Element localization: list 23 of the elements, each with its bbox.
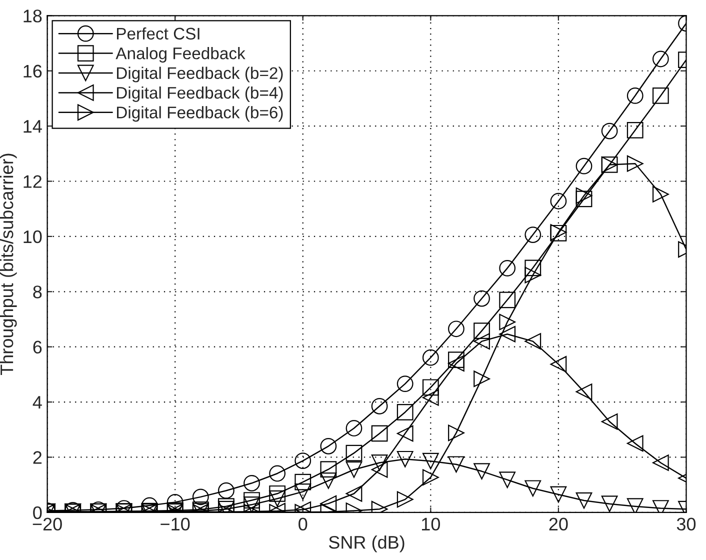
legend-label: Analog Feedback [116, 47, 246, 63]
x-tick-label: 30 [676, 518, 696, 531]
y-tick-label: 6 [33, 340, 42, 354]
y-tick-label: 16 [24, 64, 42, 78]
x-tick-label: 0 [298, 518, 308, 531]
legend-label: Digital Feedback (b=6) [117, 106, 283, 122]
y-tick-label: 14 [24, 120, 42, 133]
y-tick-label: 0 [33, 506, 42, 520]
y-tick-label: 8 [33, 286, 42, 298]
x-axis-title: SNR (dB) [328, 535, 404, 552]
y-tick-label: 10 [24, 230, 42, 244]
x-tick-label: −20 [32, 518, 62, 531]
x-tick-label: 10 [422, 518, 440, 531]
x-tick-label: 20 [549, 518, 568, 531]
legend-label: Digital Feedback (b=4) [117, 86, 283, 102]
y-axis-title: Throughput (bits/subcarrier) [0, 154, 17, 376]
y-tick-label: 12 [24, 175, 42, 188]
x-tick-label: −10 [160, 518, 190, 531]
legend-label: Perfect CSI [117, 27, 200, 40]
y-tick-label: 18 [24, 10, 42, 22]
y-tick-label: 4 [32, 396, 42, 409]
legend-label: Digital Feedback (b=2) [117, 66, 283, 82]
y-tick-label: 2 [33, 451, 42, 464]
